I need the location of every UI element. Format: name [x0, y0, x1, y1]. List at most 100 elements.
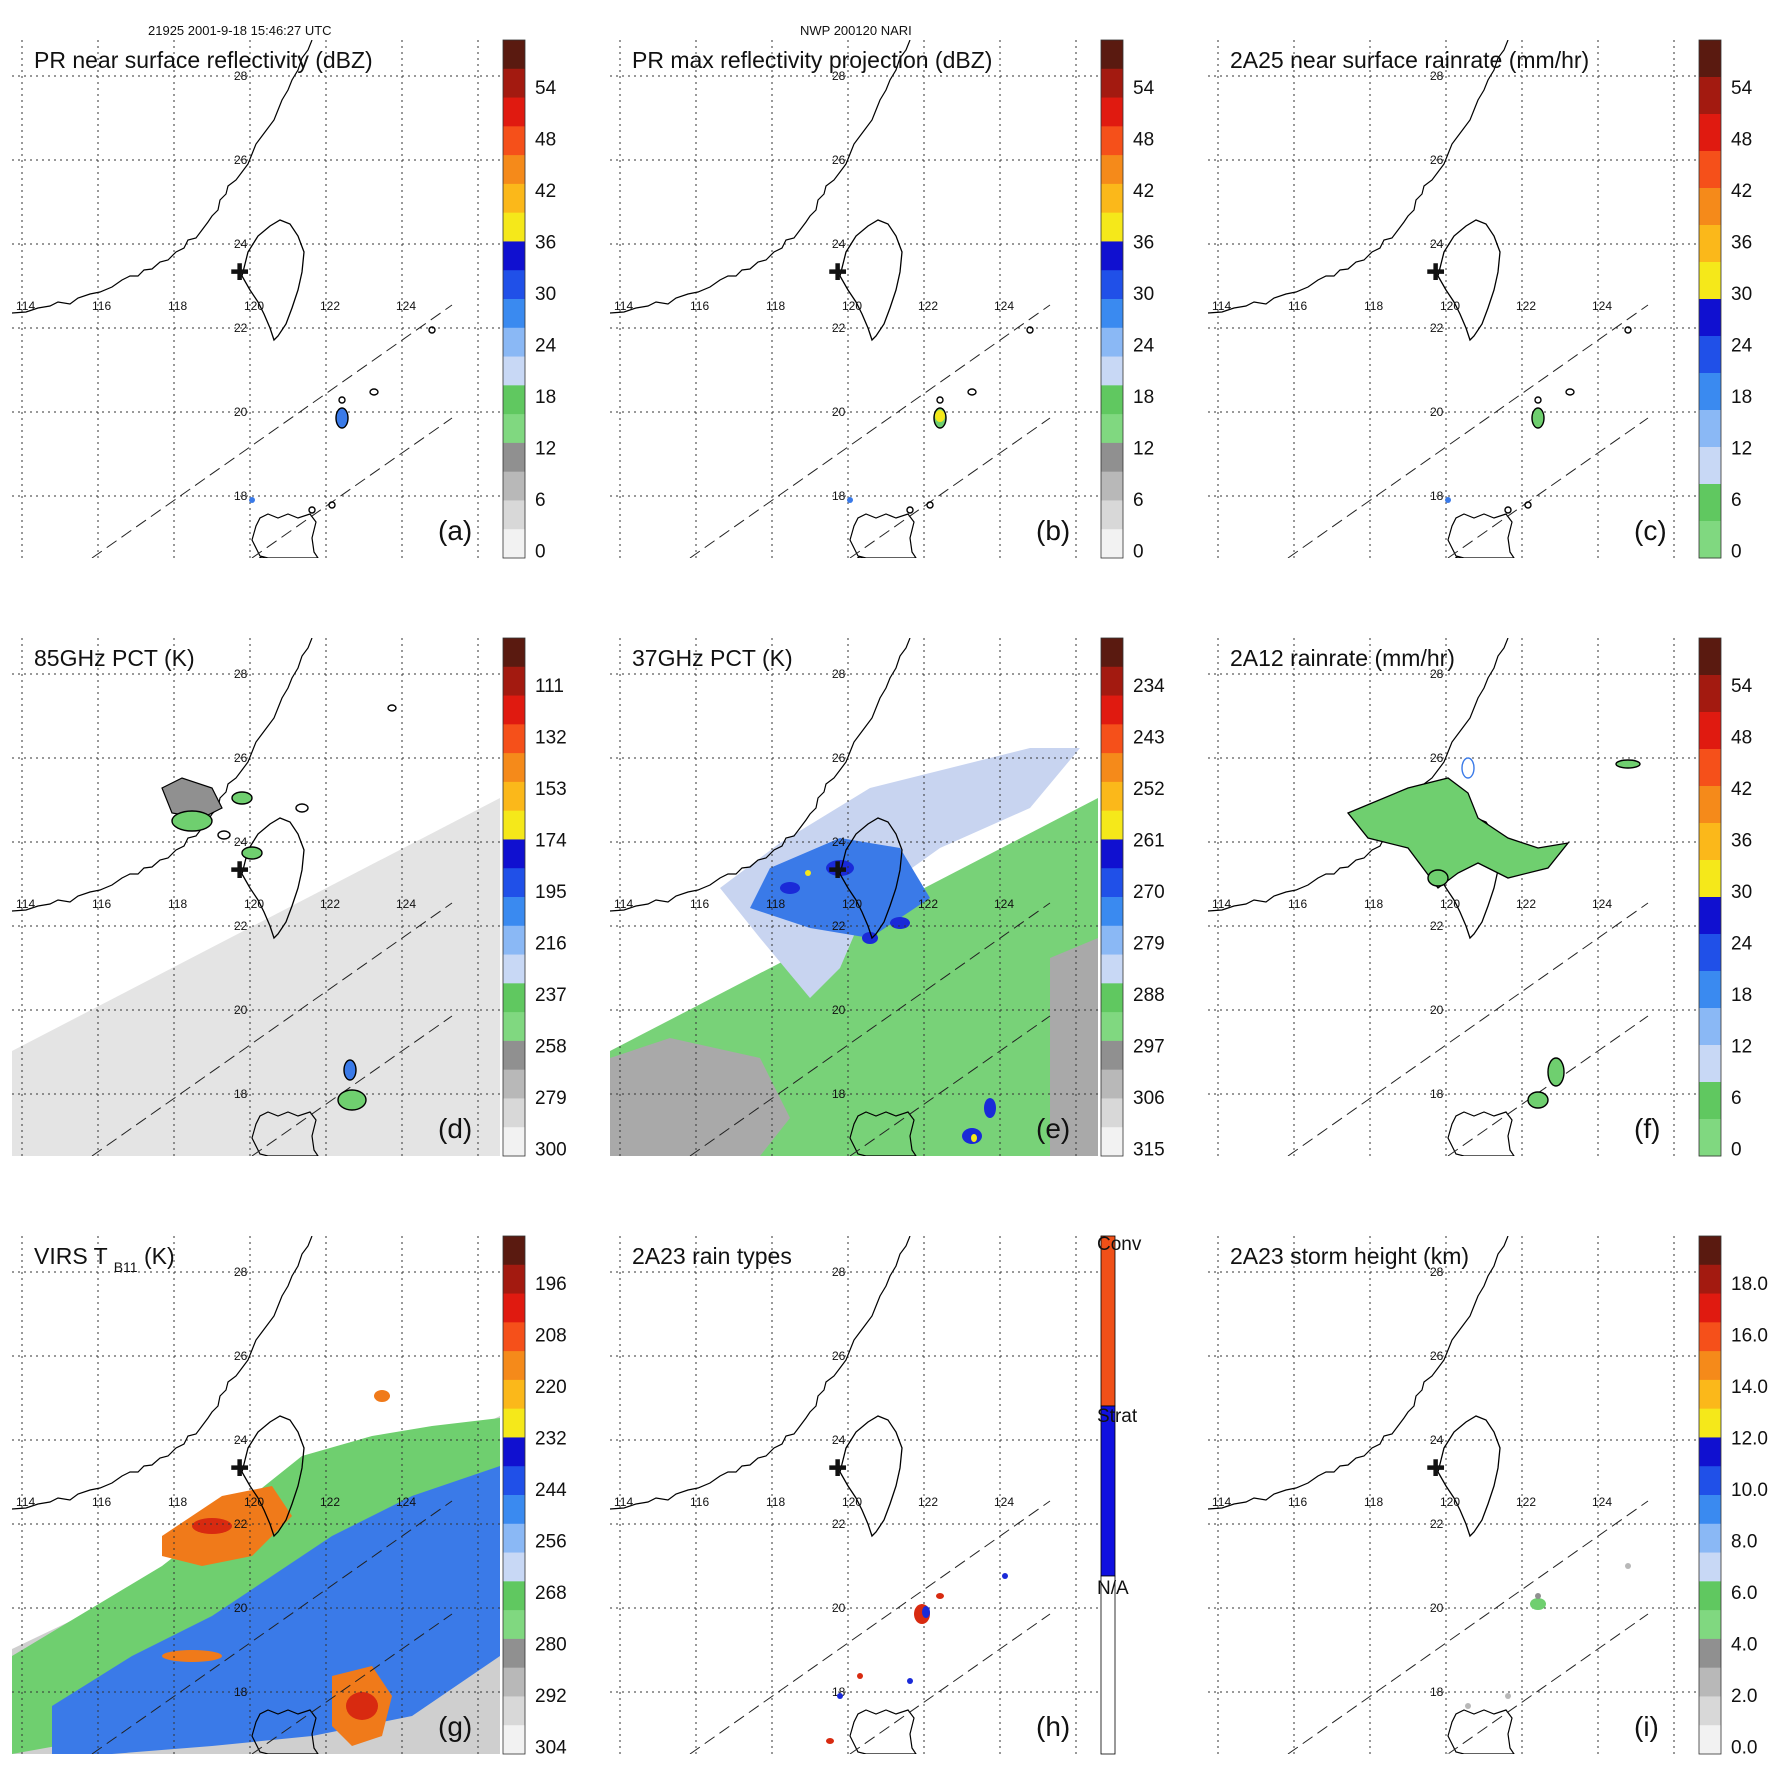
colorbar-segment: [1101, 1040, 1123, 1071]
colorbar-segment: [1699, 1552, 1721, 1582]
coastline-luzon: [1447, 513, 1515, 558]
latitude-label: 24: [832, 237, 846, 251]
colorbar-segment: [1101, 1098, 1123, 1128]
latitude-label: 26: [234, 153, 248, 167]
swath-edge-line: [1447, 1613, 1649, 1754]
colorbar-tick-label: 54: [535, 78, 557, 99]
longitude-label: 116: [1288, 1495, 1307, 1509]
swath-edge-line: [849, 1613, 1051, 1754]
colorbar-tick-label: 14.0: [1731, 1377, 1768, 1398]
rain-echo: [335, 407, 349, 429]
colorbar-segment: [503, 1610, 525, 1640]
longitude-label: 114: [16, 1495, 35, 1509]
colorbar-segment: [1699, 971, 1721, 1009]
station-marker: ✚: [1426, 1455, 1445, 1481]
rain-echo: [1461, 757, 1475, 779]
map-panel-i: 114 116 118 120 122 124 28 26 24 22 20 18 ✚ 2A23 stor…: [1208, 1235, 1768, 1759]
rain-echo: [231, 791, 253, 805]
colorbar-segment: [1101, 126, 1123, 156]
colorbar-segment: [1699, 712, 1721, 750]
latitude-label: 24: [832, 835, 846, 849]
colorbar-segment: [1101, 155, 1123, 185]
colorbar-segment: [1699, 638, 1721, 676]
colorbar-segment: [1101, 781, 1123, 812]
colorbar-segment: [503, 781, 525, 812]
latitude-label: 28: [1430, 1265, 1444, 1279]
colorbar-tick-label: 234: [1133, 676, 1165, 697]
colorbar-outline: [502, 1235, 526, 1755]
latitude-label: 20: [832, 405, 846, 419]
panel-label: (a): [438, 515, 472, 546]
longitude-label: 114: [16, 299, 35, 313]
colorbar-tick-label: 244: [535, 1480, 567, 1501]
colorbar-segment: [503, 500, 525, 530]
colorbar-b: 54 48 42 36 30 24 18 12 6 0: [1100, 39, 1155, 563]
colorbar-segment: [1699, 1408, 1721, 1438]
rain-echo: [926, 501, 934, 509]
colorbar-segment: [1699, 675, 1721, 713]
model-header: NWP 200120 NARI: [800, 23, 912, 38]
colorbar-segment: [503, 1725, 525, 1755]
coastline-taiwan: [241, 817, 305, 940]
swath-edge-line: [1287, 1500, 1649, 1754]
colorbar-segment: [1699, 860, 1721, 898]
orbit-time-header: 21925 2001-9-18 15:46:27 UTC: [148, 23, 332, 38]
colorbar-segment: [1101, 97, 1123, 127]
colorbar-segment: [503, 925, 525, 956]
latitude-label: 26: [832, 1349, 846, 1363]
colorbar-segment: [1101, 212, 1123, 242]
colorbar-tick-label: 30: [535, 284, 556, 305]
colorbar-segment: [1699, 114, 1721, 152]
colorbar-segment: [1699, 1322, 1721, 1352]
colorbar-segment: [1101, 753, 1123, 783]
rain-echo: [922, 1606, 930, 1618]
colorbar-tick-label: 4.0: [1731, 1635, 1757, 1656]
colorbar-segment: [1101, 1127, 1123, 1157]
colorbar-tick-label: 12.0: [1731, 1429, 1768, 1450]
colorbar-segment: [1101, 299, 1123, 329]
latitude-label: 28: [234, 1265, 248, 1279]
latitude-label: 18: [234, 1685, 248, 1699]
colorbar-tick-label: 10.0: [1731, 1480, 1768, 1501]
latitude-label: 24: [234, 237, 248, 251]
longitude-label: 116: [92, 1495, 111, 1509]
rain-echo: [1445, 1753, 1451, 1754]
coastline-taiwan: [839, 219, 903, 342]
latitude-label: 22: [832, 321, 846, 335]
colorbar-segment: [1699, 484, 1721, 522]
swath-edge-line: [1287, 304, 1649, 558]
colorbar-segment: [1101, 695, 1123, 725]
colorbar-segment: [503, 299, 525, 329]
colorbar-tick-label: Strat: [1097, 1406, 1138, 1427]
rain-echo: [1534, 396, 1542, 404]
latitude-label: 20: [1430, 405, 1444, 419]
longitude-label: 114: [614, 1495, 633, 1509]
latitude-label: 28: [234, 667, 248, 681]
colorbar-segment: [503, 1264, 525, 1295]
colorbar-segment: [1100, 1575, 1116, 1755]
colorbar-segment: [1699, 262, 1721, 300]
colorbar-segment: [1699, 1045, 1721, 1083]
colorbar-outline: [1100, 637, 1124, 1157]
longitude-label: 118: [168, 897, 187, 911]
rain-echo: [1445, 497, 1451, 503]
coastline-china: [1208, 40, 1509, 314]
coastline-china: [1208, 1236, 1509, 1510]
longitude-label: 118: [766, 1495, 785, 1509]
rain-echo: [369, 388, 379, 396]
colorbar-segment: [1699, 521, 1721, 559]
colorbar-outline: [1698, 39, 1722, 559]
colorbar-segment: [503, 1040, 525, 1071]
colorbar-segment: [1699, 447, 1721, 485]
colorbar-tick-label: 237: [535, 985, 567, 1006]
swath-edge-line: [1287, 902, 1649, 1156]
longitude-label: 120: [842, 299, 862, 313]
colorbar-tick-label: 54: [1731, 676, 1753, 697]
longitude-label: 118: [168, 299, 187, 313]
coastline-luzon: [251, 1709, 319, 1754]
colorbar-segment: [1101, 241, 1123, 271]
colorbar-tick-label: 0: [535, 542, 546, 563]
colorbar-segment: [503, 327, 525, 358]
